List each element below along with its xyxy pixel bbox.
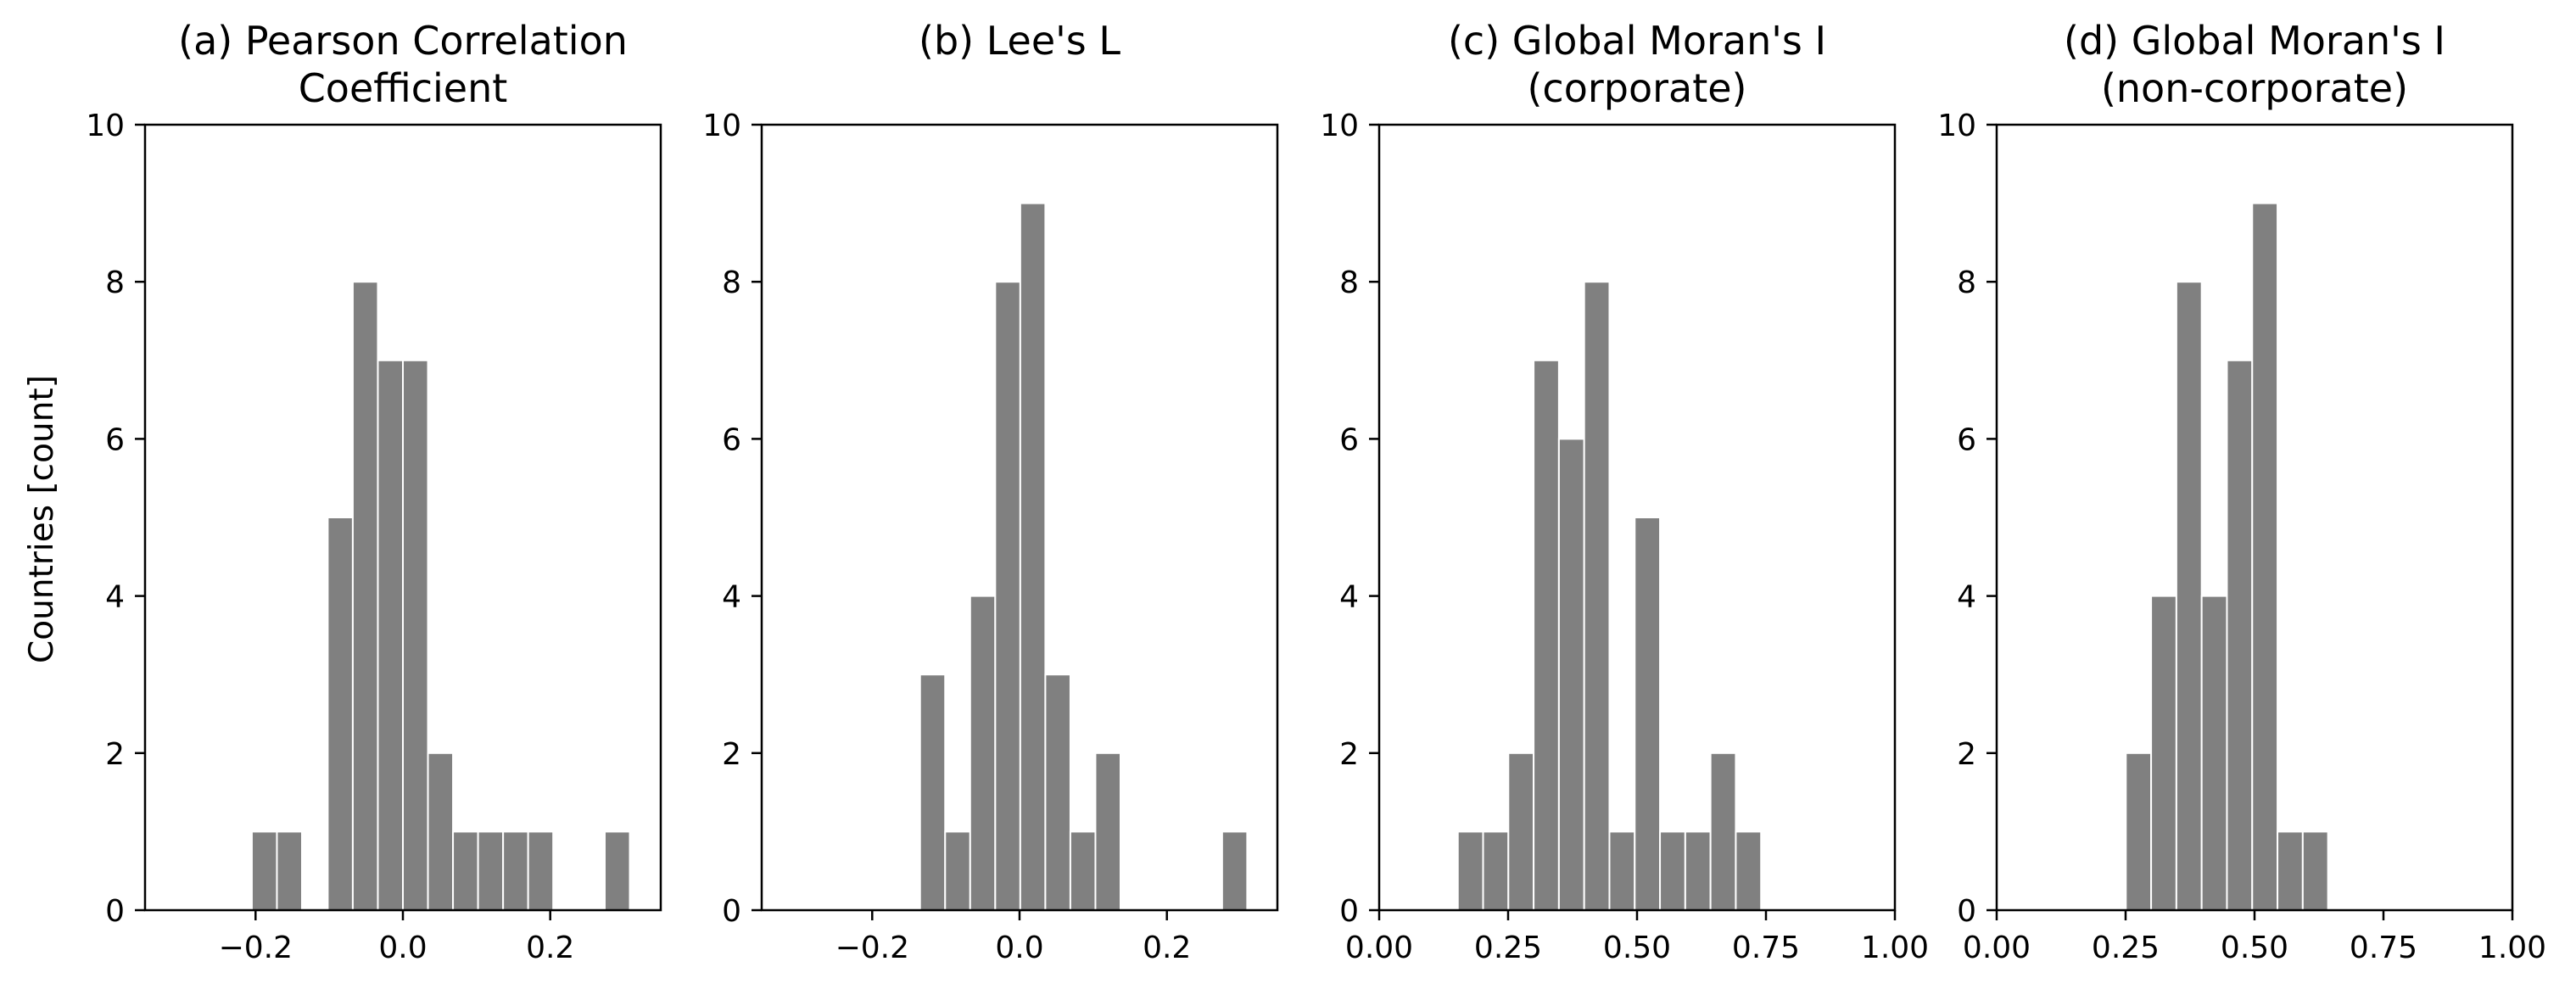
histogram-bar <box>327 517 354 911</box>
panel-title-line: (b) Lee's L <box>919 18 1120 64</box>
x-tick-label: 0.00 <box>1963 931 2031 965</box>
x-tick-label: −0.2 <box>835 931 909 965</box>
panel-b: (b) Lee's L −0.2 0.0 0.2 0 2 4 6 8 10 <box>702 18 1279 965</box>
histogram-bar <box>2226 359 2254 911</box>
histogram-bar <box>377 359 404 911</box>
y-tick-label: 8 <box>722 266 741 300</box>
panel-title-line: (d) Global Moran's I <box>2064 18 2445 64</box>
histogram-bar <box>1583 281 1611 911</box>
histogram-bar <box>250 830 278 912</box>
panel-title-line: (corporate) <box>1527 65 1746 111</box>
x-tick-label: 0.0 <box>995 931 1043 965</box>
histogram-bar <box>452 830 479 912</box>
histogram-bar <box>527 830 555 912</box>
histogram-bar <box>351 281 379 911</box>
y-tick-label: 10 <box>86 109 125 143</box>
y-tick-label: 6 <box>722 422 741 457</box>
y-tick-label: 10 <box>702 109 741 143</box>
x-tick-label: 0.00 <box>1345 931 1413 965</box>
x-tick-label: 0.2 <box>1143 931 1191 965</box>
x-tick-label: −0.2 <box>219 931 293 965</box>
y-tick-label: 4 <box>722 580 741 615</box>
panel-title-line: (a) Pearson Correlation <box>178 18 628 64</box>
y-tick-label: 8 <box>105 266 125 300</box>
y-tick-label: 4 <box>1957 580 1976 615</box>
x-tick-label: 0.75 <box>2350 931 2417 965</box>
y-tick-label: 4 <box>1339 580 1359 615</box>
x-tick-label: 0.50 <box>2221 931 2288 965</box>
panel-d: (d) Global Moran's I(non-corporate)0.00 0… <box>1937 18 2546 965</box>
histogram-bar <box>477 830 505 912</box>
y-tick-label: 0 <box>105 894 125 929</box>
histogram-bar <box>1456 830 1484 912</box>
histogram-bar <box>1094 752 1121 911</box>
histogram-bar <box>2277 830 2304 912</box>
panel-title-line: (non-corporate) <box>2101 65 2408 111</box>
histogram-bar <box>427 752 455 911</box>
histogram-bar <box>1735 830 1763 912</box>
histogram-bar <box>402 359 429 911</box>
y-tick-label: 0 <box>722 894 741 929</box>
histogram-bar <box>1709 752 1737 911</box>
histogram-bar <box>2125 752 2153 911</box>
histogram-bar <box>2251 202 2279 912</box>
y-tick-label: 0 <box>1339 894 1359 929</box>
x-tick-label: 0.25 <box>1474 931 1542 965</box>
y-tick-label: 2 <box>1957 737 1976 772</box>
histogram-bar <box>994 281 1021 911</box>
histogram-bar <box>502 830 529 912</box>
x-tick-label: 1.00 <box>2478 931 2546 965</box>
histogram-bar <box>2150 595 2177 911</box>
x-tick-label: 0.0 <box>378 931 427 965</box>
histogram-bar <box>2200 595 2228 911</box>
histogram-bar <box>1482 830 1510 912</box>
y-tick-label: 2 <box>105 737 125 772</box>
histogram-bar <box>603 830 631 912</box>
histogram-bar <box>1221 830 1249 912</box>
x-tick-label: 0.25 <box>2092 931 2160 965</box>
histogram-bar <box>1533 359 1560 911</box>
y-tick-label: 6 <box>105 422 125 457</box>
y-tick-label: 10 <box>1937 109 1976 143</box>
histogram-bar <box>1019 202 1047 912</box>
x-tick-label: 1.00 <box>1861 931 1929 965</box>
x-tick-label: 0.75 <box>1732 931 1800 965</box>
panel-c: (c) Global Moran's I(corporate) 0.00 0.25 0… <box>1320 18 1929 965</box>
histogram-bar <box>1557 438 1585 911</box>
y-tick-label: 4 <box>105 580 125 615</box>
y-tick-label: 2 <box>1339 737 1359 772</box>
histogram-bar <box>969 595 997 911</box>
histogram-bar <box>1507 752 1535 911</box>
histogram-bar <box>2175 281 2203 911</box>
histogram-bar <box>1659 830 1686 912</box>
x-tick-label: 0.2 <box>526 931 574 965</box>
histogram-bar <box>1608 830 1636 912</box>
y-tick-label: 6 <box>1339 422 1359 457</box>
histogram-bar <box>1634 517 1662 911</box>
y-tick-label: 8 <box>1957 266 1976 300</box>
y-tick-label: 6 <box>1957 422 1976 457</box>
histogram-bar <box>276 830 304 912</box>
histogram-bar <box>1069 830 1097 912</box>
y-tick-label: 8 <box>1339 266 1359 300</box>
y-tick-label: 0 <box>1957 894 1976 929</box>
histogram-bar <box>2301 830 2329 912</box>
y-tick-label: 10 <box>1320 109 1359 143</box>
histogram-bar <box>944 830 971 912</box>
x-tick-label: 0.50 <box>1603 931 1671 965</box>
histogram-bar <box>919 674 947 911</box>
y-tick-label: 2 <box>722 737 741 772</box>
histogram-bar <box>1044 674 1071 911</box>
y-axis-label: Countries [count] <box>23 375 61 663</box>
histogram-bar <box>1684 830 1712 912</box>
panel-title-line: Coefficient <box>299 65 508 111</box>
panel-title-line: (c) Global Moran's I <box>1448 18 1826 64</box>
